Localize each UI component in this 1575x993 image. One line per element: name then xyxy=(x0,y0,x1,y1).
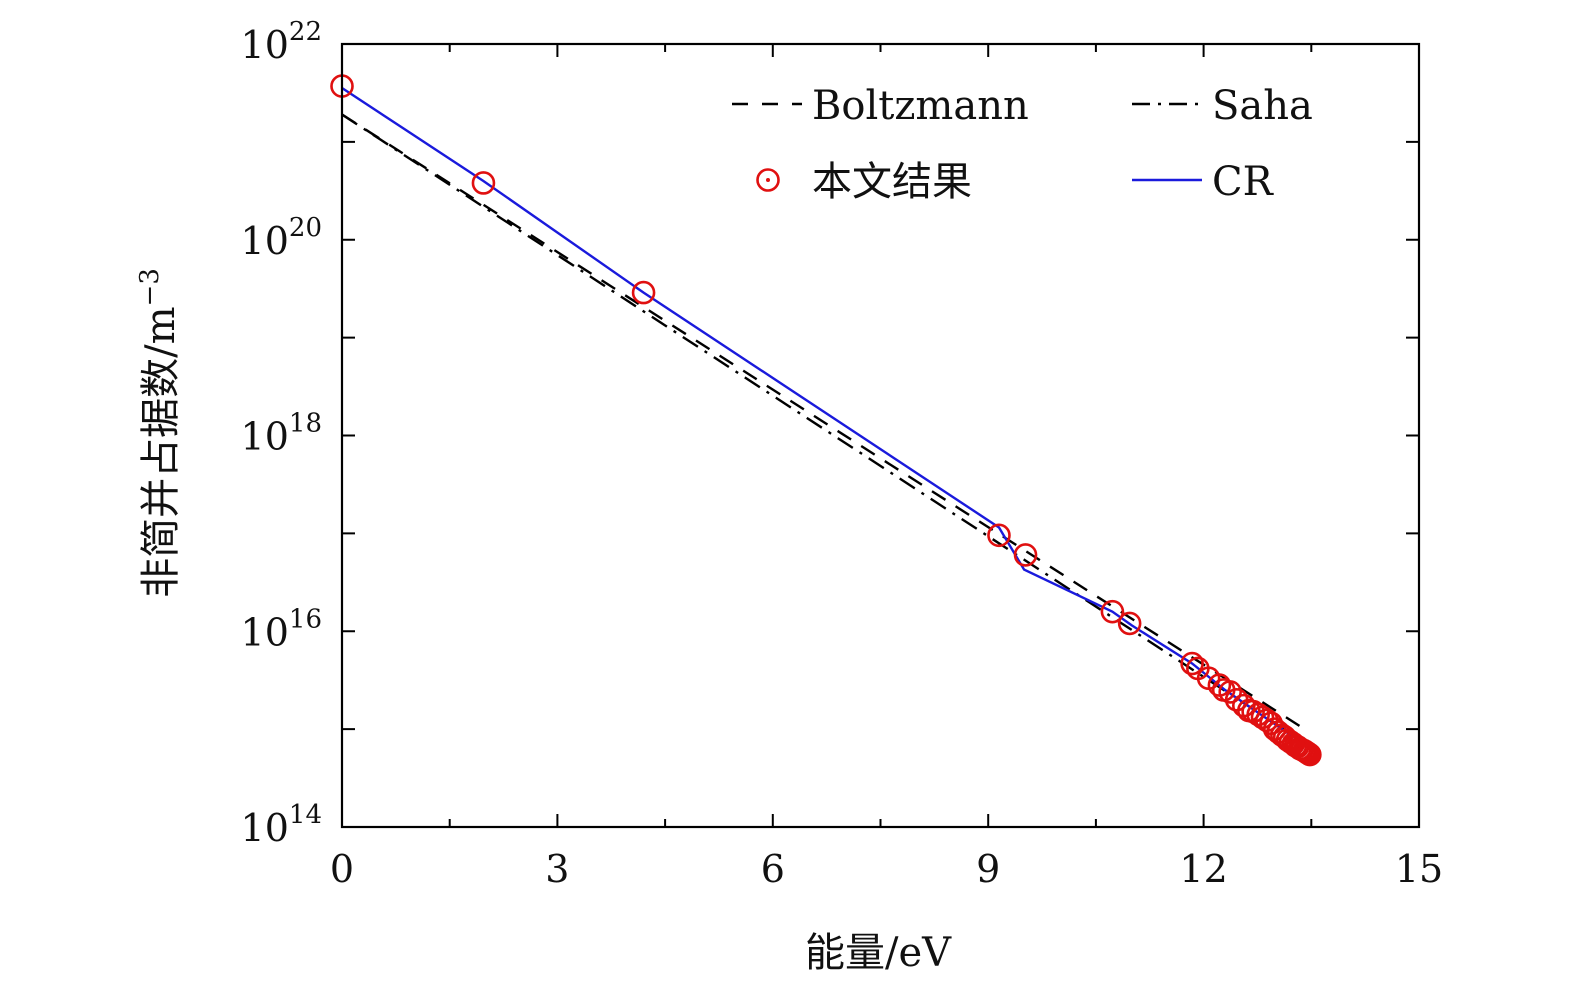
legend-label: CR xyxy=(1212,159,1275,205)
y-axis-label: 非简并占据数/m−3 xyxy=(135,268,184,598)
legend-label: Boltzmann xyxy=(812,83,1029,129)
legend-entry: 本文结果 xyxy=(756,159,972,205)
y-axis-label-text: 非简并占据数/m xyxy=(138,306,184,597)
x-axis-label: 能量/eV xyxy=(805,930,952,976)
data-point-marker xyxy=(1117,611,1142,636)
data-point-marker xyxy=(1180,651,1204,676)
y-tick-label: 1014 xyxy=(241,800,322,850)
legend-label: Saha xyxy=(1212,83,1313,129)
y-tick-label: 1016 xyxy=(241,604,322,654)
series-line-cr xyxy=(341,86,1309,748)
y-tick-label-base: 10 xyxy=(241,23,289,67)
data-point-marker xyxy=(471,171,496,195)
series-line-saha xyxy=(341,113,1309,746)
data-point-marker xyxy=(1218,680,1242,704)
y-tick-label-exponent: 16 xyxy=(289,604,322,634)
legend-entry: Boltzmann xyxy=(732,83,1029,129)
series-layer xyxy=(330,74,1322,767)
y-tick-label: 1018 xyxy=(241,409,322,459)
plot-frame xyxy=(340,42,1421,829)
x-tick-label: 3 xyxy=(545,847,569,891)
legend-marker-circle xyxy=(756,168,780,192)
y-tick-label-exponent: 20 xyxy=(289,213,322,243)
data-point-marker xyxy=(1298,742,1322,767)
y-axis-label-exponent: −3 xyxy=(135,268,165,306)
legend-label: 本文结果 xyxy=(812,159,972,205)
data-point-marker xyxy=(1013,543,1038,567)
series-line-boltzmann xyxy=(341,113,1309,733)
legend-marker-dot xyxy=(766,178,770,182)
x-tick-label: 9 xyxy=(976,847,1000,891)
y-tick-label: 1020 xyxy=(241,213,322,263)
x-tick-label: 15 xyxy=(1395,847,1443,891)
y-tick-label-base: 10 xyxy=(241,219,289,263)
data-point-marker xyxy=(631,280,656,305)
y-axis-label-group: 非简并占据数/m−3 xyxy=(135,268,184,598)
y-tick-label-base: 10 xyxy=(241,806,289,850)
legend: Boltzmann Saha 本文结果 CR xyxy=(732,83,1313,205)
x-tick-label: 6 xyxy=(761,847,785,891)
y-tick-label-exponent: 14 xyxy=(289,800,322,830)
y-tick-label-base: 10 xyxy=(241,610,289,654)
legend-entry: Saha xyxy=(1132,83,1313,129)
x-tick-label: 12 xyxy=(1179,847,1227,891)
y-tick-label-base: 10 xyxy=(241,415,289,459)
x-tick-label: 0 xyxy=(330,847,354,891)
legend-entry: CR xyxy=(1132,159,1275,205)
y-tick-label: 1022 xyxy=(241,17,322,67)
data-point-marker xyxy=(987,523,1011,548)
y-tick-label-exponent: 22 xyxy=(289,17,322,47)
data-point-marker xyxy=(1100,599,1125,624)
y-tick-label-exponent: 18 xyxy=(289,409,322,439)
